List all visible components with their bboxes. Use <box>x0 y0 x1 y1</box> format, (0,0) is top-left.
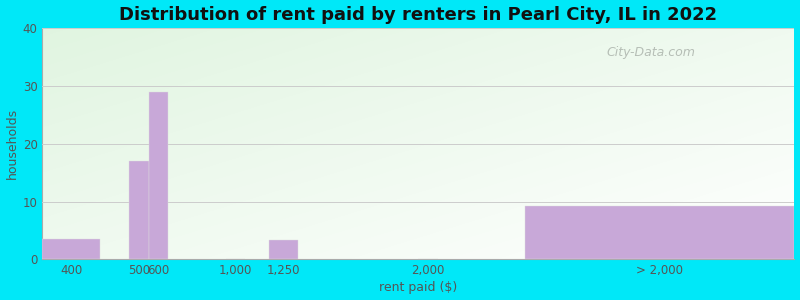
Text: City-Data.com: City-Data.com <box>606 46 695 59</box>
Bar <box>42 239 100 260</box>
Bar <box>130 161 149 260</box>
Bar <box>149 92 168 260</box>
X-axis label: rent paid ($): rent paid ($) <box>379 281 458 294</box>
Bar <box>525 206 794 260</box>
Title: Distribution of rent paid by renters in Pearl City, IL in 2022: Distribution of rent paid by renters in … <box>119 6 718 24</box>
Y-axis label: households: households <box>6 108 18 179</box>
Bar <box>269 240 298 260</box>
